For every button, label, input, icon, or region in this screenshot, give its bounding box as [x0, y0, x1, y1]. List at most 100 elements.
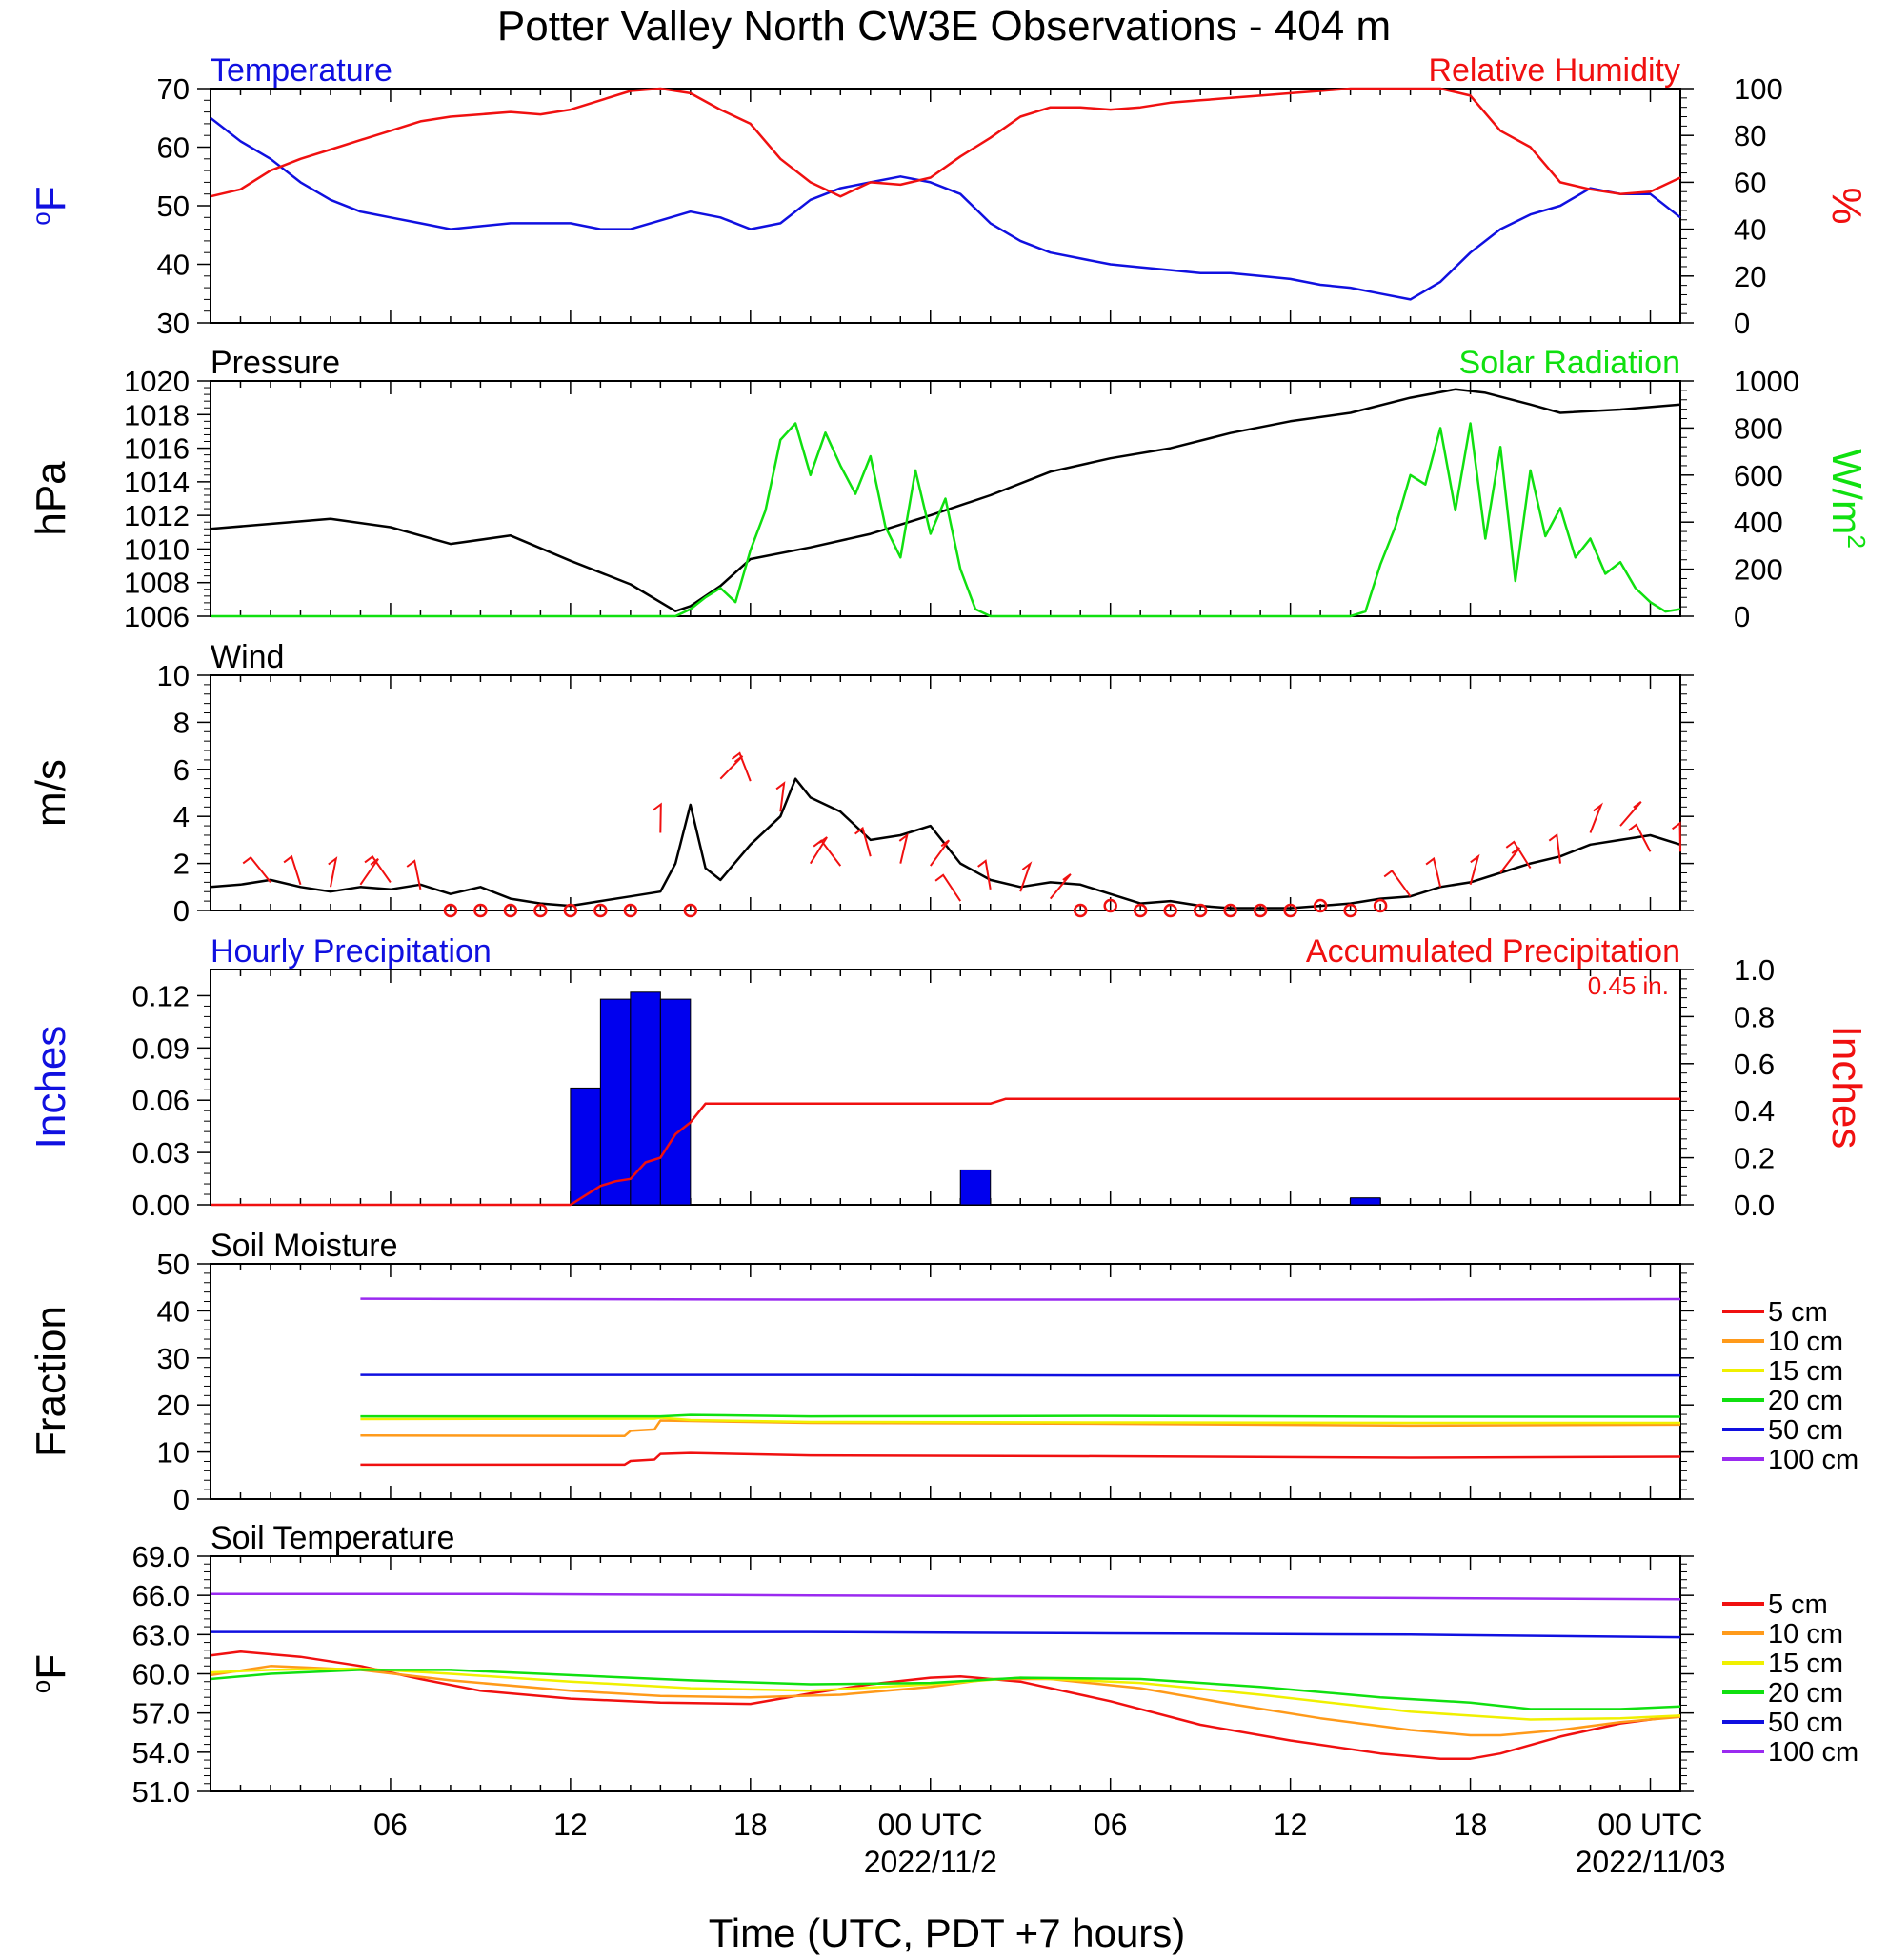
pres_solar-y2-ticklabel: 200 [1734, 553, 1783, 587]
soil_temperature-legend-label: 10 cm [1768, 1619, 1843, 1650]
precip-bar [659, 998, 692, 1206]
wind-barb [1019, 861, 1033, 892]
soil_temperature-y-ticklabel: 57.0 [132, 1697, 190, 1730]
soil_temperature-y-ticklabel: 69.0 [132, 1540, 190, 1573]
soil_moisture-y-ticklabel: 50 [157, 1248, 190, 1281]
wind-barb [1548, 832, 1561, 864]
calm-wind-circle [1373, 898, 1388, 913]
soil_moisture-legend-label: 15 cm [1768, 1356, 1843, 1387]
temp_rh-right-title: Relative Humidity [1428, 52, 1680, 89]
wind-frame [210, 674, 1681, 911]
pres_solar-y-ticklabel: 1006 [124, 600, 190, 633]
temp_rh-frame [210, 88, 1681, 324]
temp_rh-y2-ticklabel: 100 [1734, 72, 1783, 106]
x-ticklabel: 06 [1094, 1808, 1128, 1842]
degree-symbol: o [27, 211, 55, 225]
soil_moisture-y-ticklabel: 20 [157, 1389, 190, 1422]
precip-frame [210, 969, 1681, 1206]
temp_rh-series-temperature [210, 116, 1681, 301]
pres_solar-y2-ticklabel: 0 [1734, 600, 1750, 633]
wind-barb [977, 859, 992, 890]
calm-wind-circle [1103, 898, 1117, 913]
wind-barb [1383, 869, 1412, 897]
panel-precip: 0.00 0.03 0.06 0.09 0.12 Inches 0.0 0.2 0.4 0.6 0.… [28, 933, 1870, 1222]
precip-left-title: Hourly Precipitation [211, 933, 492, 970]
panel-soil_temperature: 51.0 54.0 57.0 60.0 63.0 66.0 69.0 oF Soil Tempe… [27, 1520, 1858, 1809]
wind-left-axis-label: m/s [28, 759, 74, 827]
soil_temperature-legend-label: 100 cm [1768, 1737, 1858, 1768]
soil_moisture-series-15-cm [360, 1416, 1680, 1425]
wind-barb [898, 832, 909, 864]
wind-y-ticklabel: 0 [173, 894, 190, 928]
temp_rh-y2-ticklabel: 80 [1734, 119, 1766, 152]
soil_temperature-series-100-cm [211, 1592, 1681, 1601]
wind-barb [364, 854, 392, 883]
wind-y-ticklabel: 6 [173, 753, 190, 787]
wind-barb [731, 751, 752, 782]
soil_temperature-y-ticklabel: 54.0 [132, 1736, 190, 1770]
soil_moisture-left-title: Soil Moisture [211, 1228, 398, 1264]
soil_moisture-frame [210, 1263, 1681, 1500]
soil_moisture-y-ticklabel: 40 [157, 1294, 190, 1328]
calm-wind-circle [473, 903, 488, 918]
wind-barb [719, 755, 744, 780]
pres_solar-right-axis-label: W/m2 [1823, 449, 1871, 549]
soil_moisture-y-ticklabel: 30 [157, 1342, 190, 1375]
wind-barb [1469, 853, 1480, 886]
soil_temperature-series-20-cm [210, 1669, 1681, 1710]
wind-barb [242, 856, 271, 884]
soil_moisture-series-50-cm [360, 1373, 1680, 1377]
wind-barb [809, 836, 828, 865]
calm-wind-circle [563, 903, 578, 918]
precip-bar [959, 1169, 992, 1206]
soil_moisture-legend-label: 5 cm [1768, 1297, 1828, 1328]
calm-wind-circle [533, 903, 548, 918]
calm-wind-circle [503, 903, 518, 918]
superscript-2: 2 [1842, 534, 1871, 548]
wind-y-ticklabel: 10 [157, 659, 190, 692]
temp_rh-y-ticklabel: 50 [157, 190, 190, 223]
precip-bar [630, 991, 661, 1206]
x-ticklabel: 18 [733, 1808, 768, 1842]
soil_moisture-y-ticklabel: 10 [157, 1436, 190, 1470]
wind-series-wind [210, 777, 1681, 910]
soil_moisture-y-ticklabel: 0 [173, 1483, 190, 1516]
wind-barb [406, 859, 422, 890]
calm-wind-circle [593, 903, 608, 918]
wind-barb [854, 826, 872, 857]
temp_rh-series-relative-humidity [210, 87, 1681, 198]
soil_temperature-series-50-cm [211, 1630, 1681, 1639]
precip-bar [1350, 1197, 1381, 1206]
wind-barb [1499, 847, 1520, 874]
wind-barb [1425, 856, 1442, 888]
precip-y2-ticklabel: 0.8 [1734, 1000, 1775, 1033]
precip-total-label: 0.45 in. [1588, 971, 1669, 1000]
precip-bar [570, 1087, 601, 1206]
precip-right-title: Accumulated Precipitation [1306, 933, 1680, 970]
pres_solar-left-title: Pressure [211, 345, 340, 381]
soil_temperature-left-title: Soil Temperature [211, 1520, 454, 1556]
x-ticklabel: 00 UTC [878, 1808, 983, 1842]
calm-wind-circle [1073, 903, 1088, 918]
calm-wind-circle [1343, 903, 1357, 918]
wind-barb [1619, 801, 1642, 827]
soil_moisture-legend-label: 10 cm [1768, 1327, 1843, 1357]
wind-barb [653, 802, 662, 833]
calm-wind-circle [1283, 903, 1297, 918]
temp_rh-y2-ticklabel: 20 [1734, 260, 1766, 293]
precip-series-accumulated-precipitation [211, 1097, 1680, 1207]
degree-symbol: o [27, 1680, 55, 1693]
pres_solar-series-solar-radiation [211, 422, 1681, 618]
calm-wind-circle [1163, 903, 1177, 918]
soil_temperature-legend-label: 15 cm [1768, 1649, 1843, 1679]
precip-y2-ticklabel: 0.2 [1734, 1142, 1775, 1175]
wind-barb [775, 781, 786, 812]
soil_moisture-series-5-cm [360, 1451, 1681, 1467]
x-axis-label: Time (UTC, PDT +7 hours) [709, 1910, 1186, 1955]
unit-f: F [28, 1654, 74, 1680]
wind-left-title: Wind [211, 639, 284, 675]
wind-barb [929, 839, 951, 867]
soil_moisture-legend-label: 20 cm [1768, 1386, 1843, 1416]
